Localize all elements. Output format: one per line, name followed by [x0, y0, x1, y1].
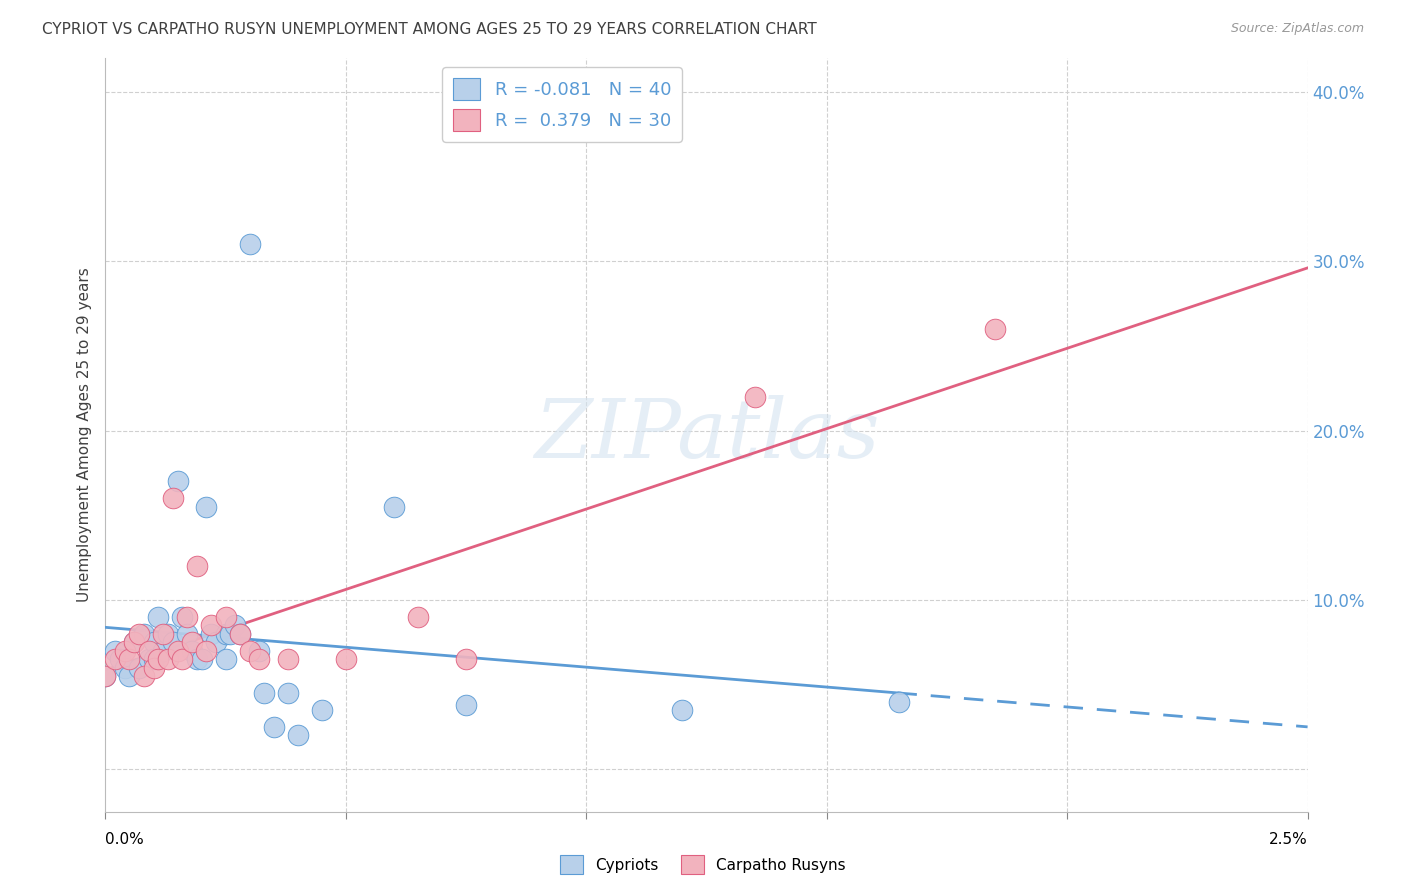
- Text: 2.5%: 2.5%: [1268, 832, 1308, 847]
- Point: [114, 644, 136, 658]
- Point: [181, 635, 204, 649]
- Point: [214, 652, 236, 666]
- Point: [124, 635, 146, 649]
- Point: [142, 661, 165, 675]
- Point: [671, 703, 693, 717]
- Point: [104, 652, 127, 666]
- Point: [138, 652, 160, 666]
- Text: CYPRIOT VS CARPATHO RUSYN UNEMPLOYMENT AMONG AGES 25 TO 29 YEARS CORRELATION CHA: CYPRIOT VS CARPATHO RUSYN UNEMPLOYMENT A…: [42, 22, 817, 37]
- Point: [311, 703, 333, 717]
- Point: [132, 627, 155, 641]
- Point: [152, 644, 174, 658]
- Point: [195, 644, 218, 658]
- Point: [229, 627, 252, 641]
- Point: [229, 627, 252, 641]
- Text: Source: ZipAtlas.com: Source: ZipAtlas.com: [1230, 22, 1364, 36]
- Point: [253, 686, 276, 700]
- Point: [124, 635, 146, 649]
- Point: [166, 475, 188, 489]
- Point: [239, 644, 262, 658]
- Point: [156, 652, 179, 666]
- Point: [128, 627, 150, 641]
- Point: [176, 610, 198, 624]
- Point: [142, 635, 165, 649]
- Point: [114, 661, 136, 675]
- Text: 0.0%: 0.0%: [105, 832, 145, 847]
- Text: ZIPatlas: ZIPatlas: [534, 395, 879, 475]
- Point: [887, 695, 910, 709]
- Point: [176, 627, 198, 641]
- Point: [287, 729, 309, 743]
- Point: [454, 652, 477, 666]
- Legend: R = -0.081   N = 40, R =  0.379   N = 30: R = -0.081 N = 40, R = 0.379 N = 30: [443, 67, 682, 142]
- Point: [190, 652, 212, 666]
- Point: [162, 491, 184, 506]
- Point: [186, 559, 208, 574]
- Point: [108, 652, 131, 666]
- Point: [138, 644, 160, 658]
- Point: [454, 698, 477, 712]
- Point: [148, 610, 170, 624]
- Point: [148, 652, 170, 666]
- Point: [219, 627, 242, 641]
- Point: [247, 652, 270, 666]
- Point: [744, 390, 766, 404]
- Y-axis label: Unemployment Among Ages 25 to 29 years: Unemployment Among Ages 25 to 29 years: [77, 268, 93, 602]
- Point: [406, 610, 429, 624]
- Point: [984, 322, 1007, 336]
- Point: [162, 635, 184, 649]
- Point: [335, 652, 357, 666]
- Legend: Cypriots, Carpatho Rusyns: Cypriots, Carpatho Rusyns: [554, 849, 852, 880]
- Point: [247, 644, 270, 658]
- Point: [166, 644, 188, 658]
- Point: [172, 652, 194, 666]
- Point: [118, 669, 141, 683]
- Point: [382, 500, 405, 514]
- Point: [128, 661, 150, 675]
- Point: [277, 652, 299, 666]
- Point: [118, 652, 141, 666]
- Point: [263, 720, 285, 734]
- Point: [200, 618, 222, 632]
- Point: [205, 635, 228, 649]
- Point: [239, 237, 262, 252]
- Point: [214, 627, 236, 641]
- Point: [214, 610, 236, 624]
- Point: [94, 669, 117, 683]
- Point: [172, 610, 194, 624]
- Point: [132, 669, 155, 683]
- Point: [152, 627, 174, 641]
- Point: [186, 652, 208, 666]
- Point: [156, 627, 179, 641]
- Point: [94, 669, 117, 683]
- Point: [142, 652, 165, 666]
- Point: [200, 627, 222, 641]
- Point: [104, 644, 127, 658]
- Point: [195, 500, 218, 514]
- Point: [181, 644, 204, 658]
- Point: [277, 686, 299, 700]
- Point: [224, 618, 246, 632]
